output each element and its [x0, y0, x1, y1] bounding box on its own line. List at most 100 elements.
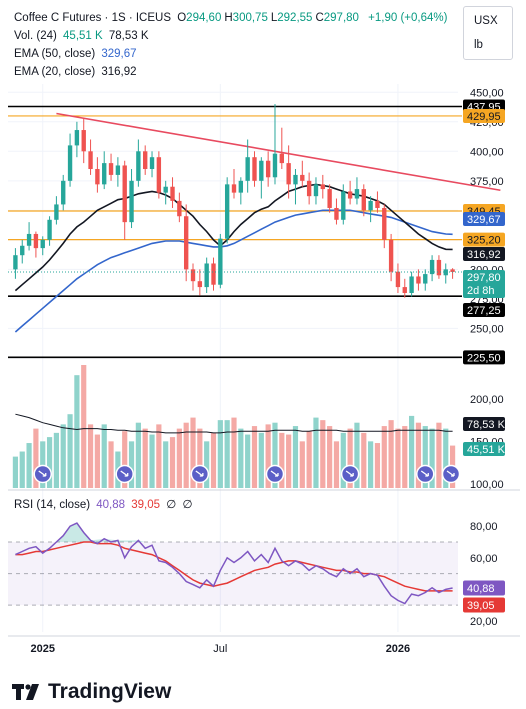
volume-bar [53, 432, 59, 488]
volume-bar [33, 428, 39, 488]
candle-body [320, 184, 325, 190]
volume-bar [156, 424, 162, 488]
ohlc-value-l: 292,55 [277, 12, 313, 24]
price-axis-tick: 250,00 [470, 323, 504, 335]
rsi-line [15, 522, 453, 605]
candle-body [204, 263, 209, 288]
volume-bar [299, 441, 305, 488]
rsi-value-label: 40,88 [463, 580, 505, 596]
volume-ma-label-text: 78,53 K [467, 419, 506, 431]
volume-bar [429, 428, 435, 488]
candle-body [416, 276, 421, 284]
rsi-ma-value-label-text: 39,05 [467, 600, 495, 612]
rsi-axis-tick: 20,00 [470, 616, 498, 628]
volume-bar [436, 422, 442, 488]
volume-bar [265, 424, 271, 488]
event-marker-icon[interactable] [33, 464, 52, 484]
volume-label: Vol. (24) [14, 30, 57, 42]
volume-bar [320, 420, 326, 488]
ema50-price-label-bg [463, 212, 505, 226]
rsi-ma-line [15, 541, 453, 592]
event-marker-icon[interactable] [441, 464, 461, 484]
volume-bar [368, 441, 374, 488]
candle-body [300, 174, 305, 181]
candle-body [382, 207, 387, 240]
candle-body [26, 233, 32, 246]
volume-value-label: 45,51 K [463, 442, 506, 456]
candle-body [13, 255, 18, 270]
volume-bar [224, 420, 230, 488]
ohlc-value-o: 294,60 [186, 12, 222, 24]
candle-body [327, 189, 332, 208]
volume-bar [183, 422, 189, 488]
ema50-legend: EMA (50, close) 329,67 [14, 48, 140, 60]
candle-body [149, 157, 155, 170]
volume-bar [327, 426, 333, 488]
event-marker-icon[interactable] [340, 464, 360, 484]
level-price-label-text: 325,20 [467, 235, 501, 247]
candle-body [129, 180, 134, 223]
candle-body [190, 269, 196, 282]
event-marker-arrow [345, 470, 354, 477]
volume-bar [279, 432, 285, 488]
event-marker-arrow [38, 470, 47, 477]
volume-bar [238, 428, 244, 488]
candle-body [33, 233, 39, 249]
volume-bar [402, 426, 408, 488]
event-marker-icon[interactable] [115, 464, 134, 484]
candle-body [218, 238, 223, 285]
volume-bar [142, 428, 148, 488]
candle-body [88, 151, 93, 170]
level-price-label: 429,95 [463, 108, 505, 123]
candle-body [156, 157, 162, 193]
ema50-price-label-text: 329,67 [467, 214, 501, 226]
event-marker-icon[interactable] [416, 464, 435, 484]
ohlc-value-h: 300,75 [232, 12, 268, 24]
ohlc-values: O294,60 H300,75 L292,55 C297,80 [177, 12, 362, 24]
ema-lines [14, 183, 453, 333]
currency-unit-button[interactable]: USX lb [463, 6, 513, 60]
volume-bar [292, 426, 299, 488]
horizontal-levels [8, 105, 501, 359]
level-price-label: 225,50 [463, 350, 505, 365]
candle-body [211, 263, 216, 285]
event-marker-arrow [270, 470, 279, 477]
ema20-line [14, 183, 453, 292]
volume-bar [81, 365, 87, 488]
symbol-header: Coffee C Futures · 1S · ICEUS O294,60 H30… [14, 12, 450, 24]
ema50-value: 329,67 [101, 48, 137, 60]
volume-bar [197, 428, 203, 488]
event-markers[interactable] [33, 464, 461, 484]
rsi-label: RSI (14, close) [14, 499, 91, 511]
volume-bar [128, 441, 135, 488]
volume-bar [286, 434, 292, 488]
volume-bar [422, 426, 428, 488]
time-axis-label: Jul [213, 643, 227, 655]
candle-body [443, 269, 448, 276]
volume-bar [231, 417, 237, 488]
event-marker-icon[interactable] [265, 464, 285, 484]
currency-label: USX [474, 15, 498, 27]
tradingview-logo[interactable]: TradingView [12, 680, 171, 704]
candle-body [361, 189, 366, 211]
level-price-label-bg [463, 108, 505, 123]
candle-body [197, 281, 203, 288]
candle-body [347, 191, 353, 199]
volume-bars [12, 365, 456, 488]
event-marker-arrow [195, 470, 204, 477]
volume-ma-line [15, 413, 453, 434]
level-price-label-bg [463, 350, 505, 365]
ohlc-key-l: L [270, 12, 278, 24]
ema20-price-label-text: 316,92 [467, 249, 501, 261]
event-marker-icon[interactable] [190, 464, 210, 484]
volume-bar [163, 441, 169, 488]
volume-bar [19, 451, 25, 488]
volume-bar [60, 424, 66, 488]
rsi-extra-2: ∅ [182, 499, 193, 511]
candle-body [95, 169, 100, 185]
rsi-ma-value-label: 39,05 [463, 597, 505, 613]
volume-bar [443, 428, 449, 488]
candle-body [20, 245, 25, 256]
